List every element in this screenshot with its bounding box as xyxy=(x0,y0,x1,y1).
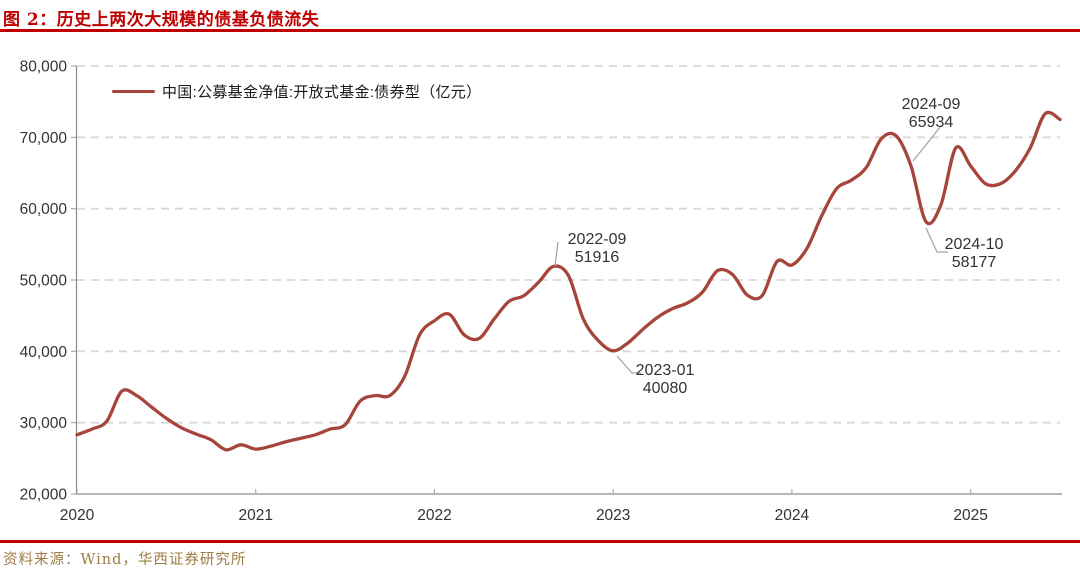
legend: 中国:公募基金净值:开放式基金:债券型（亿元） xyxy=(112,81,481,102)
x-tick-label: 2020 xyxy=(60,507,95,524)
annotation-label: 58177 xyxy=(952,254,997,271)
legend-label: 中国:公募基金净值:开放式基金:债券型（亿元） xyxy=(162,84,482,101)
y-tick-label: 40,000 xyxy=(20,344,68,361)
annotation-label: 40080 xyxy=(643,380,688,397)
annotation-leader xyxy=(925,227,948,253)
axes xyxy=(71,65,1062,495)
y-tick-label: 50,000 xyxy=(20,273,68,290)
annotation-leader xyxy=(912,125,942,162)
annotation-label: 2024-09 xyxy=(902,96,961,113)
annotation-leader xyxy=(554,241,559,267)
annotation-label: 51916 xyxy=(575,249,620,266)
annotation-label: 2024-10 xyxy=(945,236,1004,253)
footer-rule xyxy=(0,540,1080,543)
data-series xyxy=(75,110,1062,452)
annotation-label: 2022-09 xyxy=(568,231,627,248)
y-tick-label: 20,000 xyxy=(20,487,68,504)
series-line xyxy=(75,110,1062,452)
title-underline xyxy=(0,29,1080,32)
x-axis-labels: 2020 2021 2022 2023 2024 2025 xyxy=(60,507,988,524)
x-tick-label: 2024 xyxy=(775,507,810,524)
annotation-leader xyxy=(616,355,641,374)
source-note: 资料来源：Wind，华西证券研究所 xyxy=(3,552,247,568)
y-tick-label: 60,000 xyxy=(20,201,68,218)
annotation-label: 2023-01 xyxy=(636,362,695,379)
y-axis-labels: 20,000 30,000 40,000 50,000 60,000 70,000 80,0… xyxy=(20,59,68,504)
x-tick-label: 2022 xyxy=(417,507,451,524)
figure-title: 图 2：历史上两次大规模的债基负债流失 xyxy=(3,10,320,30)
legend-line-swatch xyxy=(112,89,155,94)
annotation-label: 65934 xyxy=(909,114,954,131)
x-tick-label: 2025 xyxy=(953,507,987,524)
y-tick-label: 30,000 xyxy=(20,415,68,432)
y-tick-label: 70,000 xyxy=(20,130,68,147)
x-tick-label: 2023 xyxy=(596,507,630,524)
x-tick-label: 2021 xyxy=(238,507,272,524)
y-tick-label: 80,000 xyxy=(20,59,68,76)
